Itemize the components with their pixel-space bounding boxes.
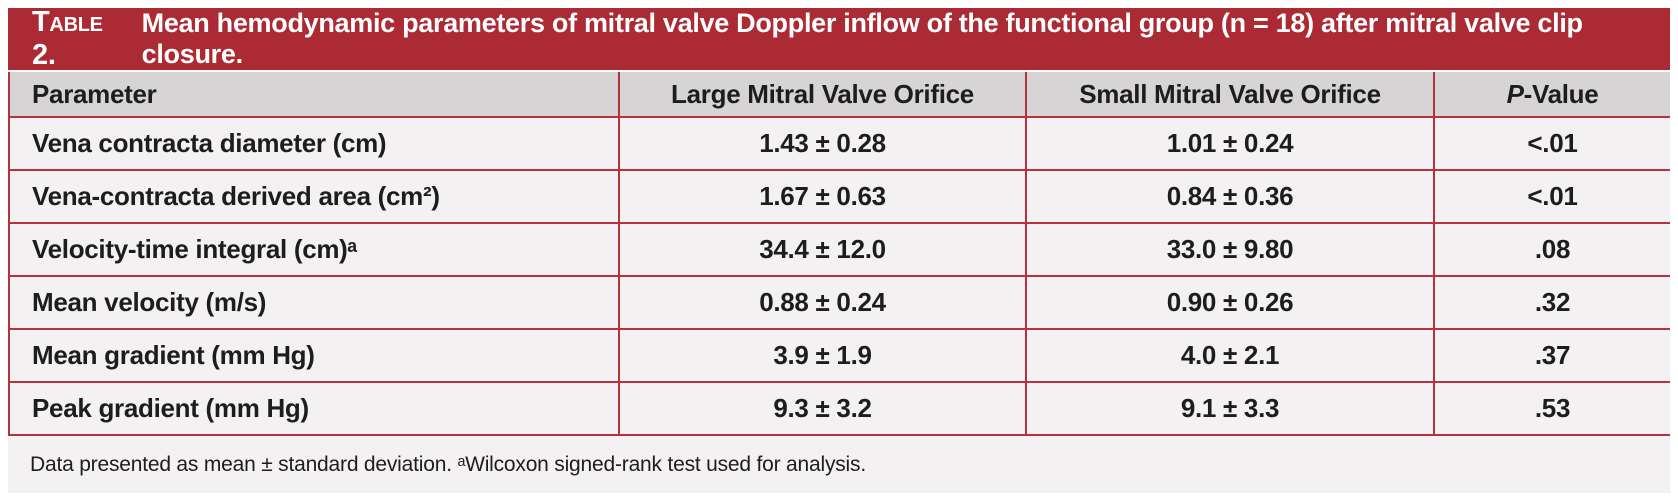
- table-row: Vena contracta diameter (cm) 1.43 ± 0.28…: [10, 118, 1670, 171]
- table-title-text: Mean hemodynamic parameters of mitral va…: [141, 8, 1583, 69]
- header-large-orifice: Large Mitral Valve Orifice: [618, 72, 1025, 116]
- table-row: Vena-contracta derived area (cm²) 1.67 ±…: [10, 171, 1670, 224]
- large-value-cell: 9.3 ± 3.2: [618, 383, 1025, 434]
- hemodynamics-table: Table 2. Mean hemodynamic parameters of …: [8, 6, 1670, 493]
- table-title-bar: Table 2. Mean hemodynamic parameters of …: [8, 6, 1670, 71]
- header-p-value: P -Value: [1433, 72, 1670, 116]
- p-value-cell: .53: [1433, 383, 1670, 434]
- header-parameter: Parameter: [32, 78, 157, 109]
- param-cell: Peak gradient (mm Hg): [32, 393, 309, 423]
- p-value-italic-p: P: [1506, 78, 1524, 109]
- large-value-cell: 3.9 ± 1.9: [618, 330, 1025, 381]
- header-row: Parameter Large Mitral Valve Orifice Sma…: [10, 72, 1670, 118]
- header-small-orifice: Small Mitral Valve Orifice: [1025, 72, 1433, 116]
- p-value-rest: -Value: [1523, 78, 1599, 109]
- param-cell: Vena contracta diameter (cm): [32, 128, 387, 158]
- table-row: Velocity-time integral (cm)ᵃ 34.4 ± 12.0…: [10, 224, 1670, 277]
- table-row: Mean velocity (m/s) 0.88 ± 0.24 0.90 ± 0…: [10, 277, 1670, 330]
- table-footnote: Data presented as mean ± standard deviat…: [8, 436, 1670, 493]
- table-row: Mean gradient (mm Hg) 3.9 ± 1.9 4.0 ± 2.…: [10, 330, 1670, 383]
- large-value-cell: 0.88 ± 0.24: [618, 277, 1025, 328]
- table-row: Peak gradient (mm Hg) 9.3 ± 3.2 9.1 ± 3.…: [10, 383, 1670, 436]
- p-value-cell: <.01: [1433, 118, 1670, 169]
- param-cell: Vena-contracta derived area (cm²): [32, 181, 440, 211]
- p-value-cell: <.01: [1433, 171, 1670, 222]
- small-value-cell: 0.84 ± 0.36: [1025, 171, 1433, 222]
- small-value-cell: 4.0 ± 2.1: [1025, 330, 1433, 381]
- large-value-cell: 1.67 ± 0.63: [618, 171, 1025, 222]
- param-cell: Mean velocity (m/s): [32, 287, 267, 317]
- p-value-cell: .32: [1433, 277, 1670, 328]
- p-value-cell: .37: [1433, 330, 1670, 381]
- table-body: Parameter Large Mitral Valve Orifice Sma…: [8, 72, 1670, 436]
- large-value-cell: 1.43 ± 0.28: [618, 118, 1025, 169]
- small-value-cell: 33.0 ± 9.80: [1025, 224, 1433, 275]
- param-cell: Mean gradient (mm Hg): [32, 340, 315, 370]
- table-number-label: Table 2.: [32, 6, 103, 71]
- p-value-cell: .08: [1433, 224, 1670, 275]
- small-value-cell: 1.01 ± 0.24: [1025, 118, 1433, 169]
- param-cell: Velocity-time integral (cm)ᵃ: [32, 234, 358, 264]
- small-value-cell: 0.90 ± 0.26: [1025, 277, 1433, 328]
- small-value-cell: 9.1 ± 3.3: [1025, 383, 1433, 434]
- large-value-cell: 34.4 ± 12.0: [618, 224, 1025, 275]
